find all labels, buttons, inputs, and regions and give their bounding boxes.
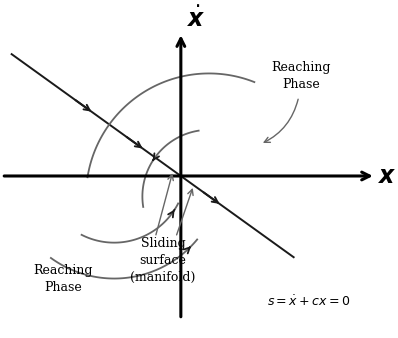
Text: $\dot{\boldsymbol{x}}$: $\dot{\boldsymbol{x}}$ xyxy=(187,7,206,32)
Text: $\boldsymbol{x}$: $\boldsymbol{x}$ xyxy=(378,164,397,188)
Text: Sliding
surface
(manifold): Sliding surface (manifold) xyxy=(130,237,195,284)
Text: Reaching
Phase: Reaching Phase xyxy=(271,61,331,91)
Text: $s=\dot{x}+cx=0$: $s=\dot{x}+cx=0$ xyxy=(267,294,350,309)
Text: Reaching
Phase: Reaching Phase xyxy=(33,264,93,293)
